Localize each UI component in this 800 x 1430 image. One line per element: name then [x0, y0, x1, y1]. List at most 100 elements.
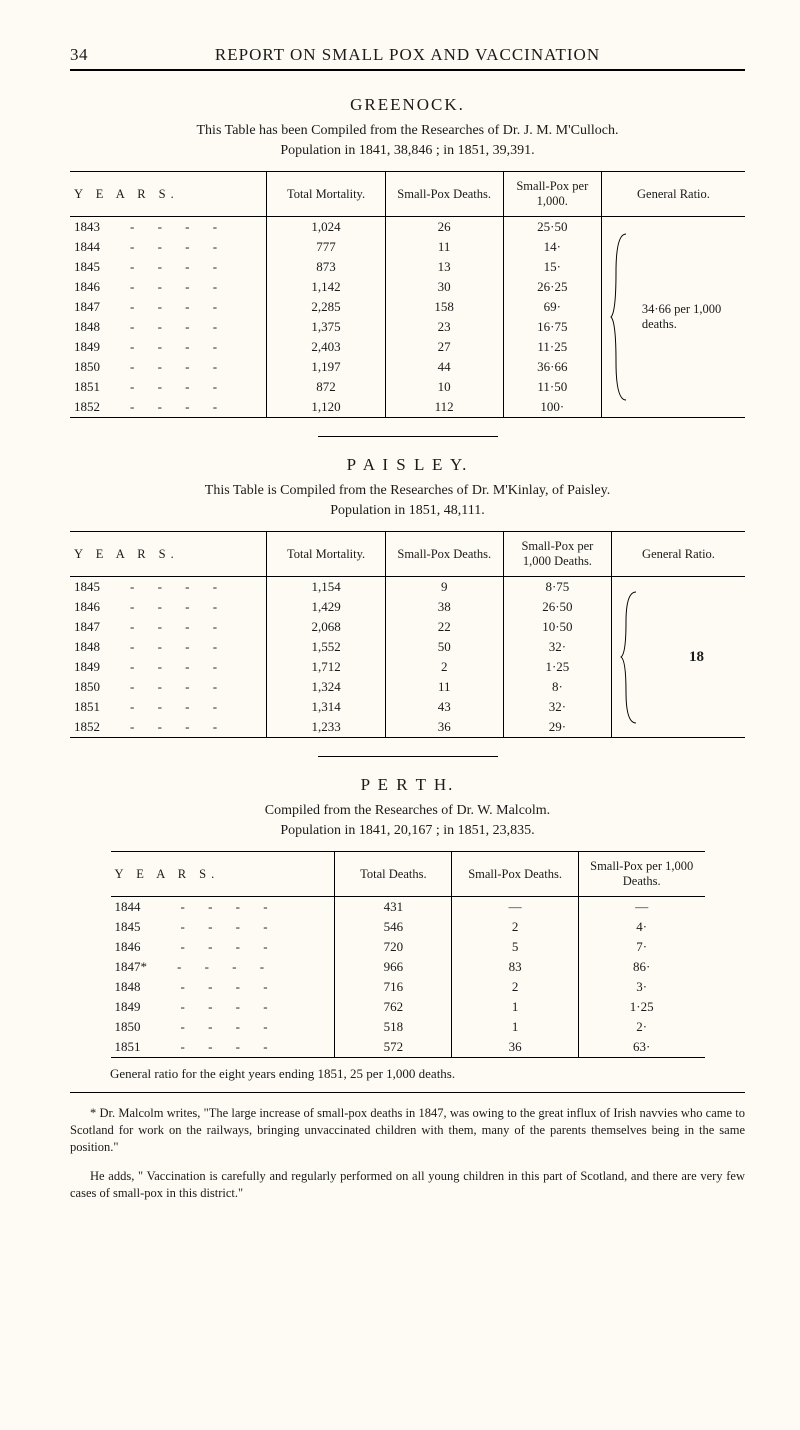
cell: 29· [503, 717, 611, 738]
cell: 2· [578, 1017, 704, 1037]
cell: 4· [578, 917, 704, 937]
perth-note1: Compiled from the Researches of Dr. W. M… [70, 803, 745, 819]
ratio-text: deaths. [642, 317, 677, 331]
col-per1000: Small-Pox per 1,000 Deaths. [578, 852, 704, 897]
cell: 8· [503, 677, 611, 697]
cell: 38 [385, 597, 503, 617]
cell: 69· [503, 297, 601, 317]
cell: 11 [385, 237, 503, 257]
cell: 15· [503, 257, 601, 277]
cell: 43 [385, 697, 503, 717]
cell: — [452, 897, 579, 918]
cell: 22 [385, 617, 503, 637]
cell: 518 [335, 1017, 452, 1037]
cell: 63· [578, 1037, 704, 1058]
greenock-ratio: 34·66 per 1,000 deaths. [638, 217, 745, 418]
cell: 1,375 [267, 317, 385, 337]
cell: 1,324 [267, 677, 385, 697]
cell: 50 [385, 637, 503, 657]
cell: 572 [335, 1037, 452, 1058]
col-years: Y E A R S. [70, 532, 267, 577]
cell: — [578, 897, 704, 918]
cell: 32· [503, 697, 611, 717]
cell: 44 [385, 357, 503, 377]
cell: 1·25 [578, 997, 704, 1017]
cell: 1 [452, 1017, 579, 1037]
cell: 11 [385, 677, 503, 697]
ratio-text: 34·66 per 1,000 [642, 302, 722, 316]
cell: 1,024 [267, 217, 385, 238]
cell: 10·50 [503, 617, 611, 637]
cell: 1 [452, 997, 579, 1017]
perth-general-line: General ratio for the eight years ending… [110, 1066, 745, 1082]
cell: 100· [503, 397, 601, 418]
cell: 716 [335, 977, 452, 997]
cell: 2,285 [267, 297, 385, 317]
cell: 431 [335, 897, 452, 918]
cell: 8·75 [503, 577, 611, 598]
col-general: General Ratio. [612, 532, 746, 577]
page-title: REPORT ON SMALL POX AND VACCINATION [110, 45, 745, 65]
cell: 872 [267, 377, 385, 397]
cell: 2,403 [267, 337, 385, 357]
cell: 11·50 [503, 377, 601, 397]
cell: 32· [503, 637, 611, 657]
cell: 873 [267, 257, 385, 277]
cell: 27 [385, 337, 503, 357]
cell: 966 [335, 957, 452, 977]
cell: 3· [578, 977, 704, 997]
cell: 112 [385, 397, 503, 418]
paisley-note2: Population in 1851, 48,111. [70, 503, 745, 519]
footnote-rule [70, 1092, 745, 1093]
separator [318, 756, 498, 757]
cell: 2 [385, 657, 503, 677]
paisley-table: Y E A R S. Total Mortality. Small-Pox De… [70, 531, 745, 738]
col-deaths: Small-Pox Deaths. [452, 852, 579, 897]
cell: 1,712 [267, 657, 385, 677]
cell: 1,552 [267, 637, 385, 657]
col-total-mortality: Total Mortality. [267, 532, 385, 577]
cell: 25·50 [503, 217, 601, 238]
footnote-2: He adds, " Vaccination is carefully and … [70, 1168, 745, 1202]
cell: 1,142 [267, 277, 385, 297]
col-total-deaths: Total Deaths. [335, 852, 452, 897]
cell: 23 [385, 317, 503, 337]
cell: 36·66 [503, 357, 601, 377]
cell: 1,314 [267, 697, 385, 717]
cell: 9 [385, 577, 503, 598]
brace-icon [612, 577, 648, 738]
col-per1000: Small-Pox per 1,000. [503, 172, 601, 217]
cell: 86· [578, 957, 704, 977]
separator [318, 436, 498, 437]
col-per1000: Small-Pox per 1,000 Deaths. [503, 532, 611, 577]
cell: 2 [452, 977, 579, 997]
cell: 158 [385, 297, 503, 317]
col-deaths: Small-Pox Deaths. [385, 172, 503, 217]
perth-table: Y E A R S. Total Deaths. Small-Pox Death… [111, 851, 705, 1058]
col-deaths: Small-Pox Deaths. [385, 532, 503, 577]
col-total-mortality: Total Mortality. [267, 172, 385, 217]
brace-icon [601, 217, 637, 418]
cell: 16·75 [503, 317, 601, 337]
cell: 13 [385, 257, 503, 277]
cell: 83 [452, 957, 579, 977]
greenock-table: Y E A R S. Total Mortality. Small-Pox De… [70, 171, 745, 418]
cell: 14· [503, 237, 601, 257]
cell: 5 [452, 937, 579, 957]
cell: 26·50 [503, 597, 611, 617]
perth-title: P E R T H. [70, 775, 745, 795]
cell: 1·25 [503, 657, 611, 677]
header-rule [70, 69, 745, 71]
cell: 2 [452, 917, 579, 937]
greenock-note2: Population in 1841, 38,846 ; in 1851, 39… [70, 143, 745, 159]
cell: 11·25 [503, 337, 601, 357]
footnote-1: * Dr. Malcolm writes, "The large increas… [70, 1105, 745, 1156]
cell: 777 [267, 237, 385, 257]
paisley-title: P A I S L E Y. [70, 455, 745, 475]
cell: 1,429 [267, 597, 385, 617]
cell: 546 [335, 917, 452, 937]
col-years: Y E A R S. [111, 852, 335, 897]
page-number: 34 [70, 45, 110, 65]
greenock-note1: This Table has been Compiled from the Re… [70, 123, 745, 139]
col-general: General Ratio. [601, 172, 745, 217]
